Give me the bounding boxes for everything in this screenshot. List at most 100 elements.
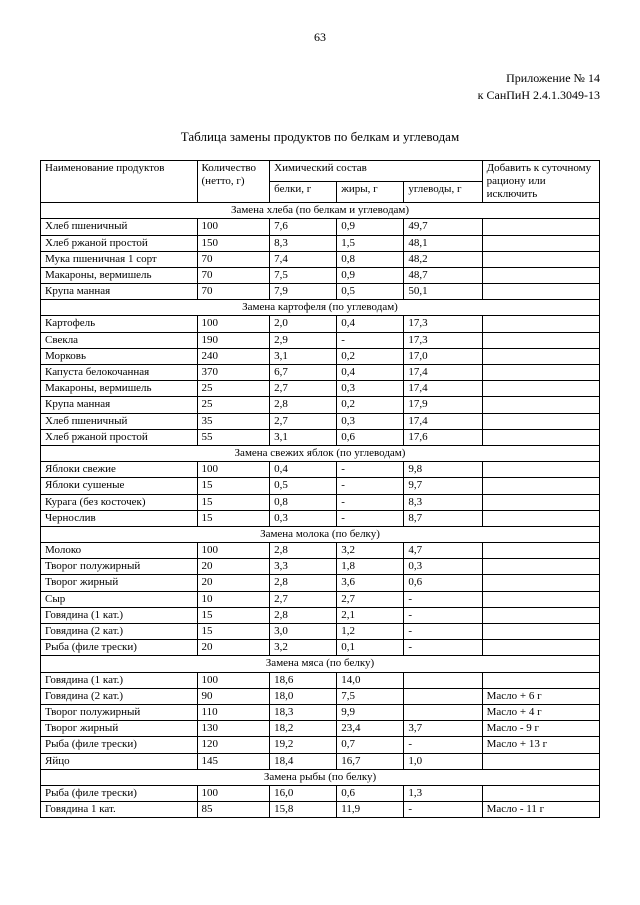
table-row: Рыба (филе трески)203,20,1- xyxy=(41,640,600,656)
table-cell xyxy=(482,413,599,429)
section-title: Замена хлеба (по белкам и углеводам) xyxy=(41,203,600,219)
table-cell xyxy=(482,591,599,607)
table-row: Картофель1002,00,417,3 xyxy=(41,316,600,332)
table-cell: 18,0 xyxy=(270,688,337,704)
table-cell: Крупа манная xyxy=(41,284,198,300)
table-cell: 0,2 xyxy=(337,348,404,364)
table-row: Говядина (1 кат.)10018,614,0 xyxy=(41,672,600,688)
section-title: Замена рыбы (по белку) xyxy=(41,769,600,785)
header-chem: Химический состав xyxy=(270,160,482,181)
table-cell: 85 xyxy=(197,802,270,818)
table-cell: 3,1 xyxy=(270,429,337,445)
table-cell: Макароны, вермишель xyxy=(41,267,198,283)
table-cell xyxy=(482,575,599,591)
table-cell: 3,0 xyxy=(270,624,337,640)
table-cell: Картофель xyxy=(41,316,198,332)
table-cell: 0,8 xyxy=(337,251,404,267)
table-cell: 0,9 xyxy=(337,219,404,235)
table-cell: 17,4 xyxy=(404,365,482,381)
table-cell: Творог полужирный xyxy=(41,704,198,720)
table-cell: 9,9 xyxy=(337,704,404,720)
table-cell: Творог жирный xyxy=(41,575,198,591)
section-title: Замена свежих яблок (по углеводам) xyxy=(41,445,600,461)
table-cell: Морковь xyxy=(41,348,198,364)
table-cell xyxy=(482,267,599,283)
table-cell: 2,7 xyxy=(270,381,337,397)
table-cell: Говядина (1 кат.) xyxy=(41,672,198,688)
table-cell: 0,2 xyxy=(337,397,404,413)
table-cell: 3,3 xyxy=(270,559,337,575)
section-header-row: Замена хлеба (по белкам и углеводам) xyxy=(41,203,600,219)
table-cell: Сыр xyxy=(41,591,198,607)
table-cell xyxy=(482,624,599,640)
table-cell xyxy=(482,478,599,494)
table-cell: Говядина (2 кат.) xyxy=(41,624,198,640)
table-cell: - xyxy=(404,802,482,818)
table-row: Курага (без косточек)150,8-8,3 xyxy=(41,494,600,510)
table-row: Творог полужирный203,31,80,3 xyxy=(41,559,600,575)
table-cell: Говядина (1 кат.) xyxy=(41,607,198,623)
table-cell: 10 xyxy=(197,591,270,607)
table-cell: - xyxy=(337,332,404,348)
table-cell: 2,8 xyxy=(270,397,337,413)
table-cell: 0,5 xyxy=(270,478,337,494)
table-cell: 2,0 xyxy=(270,316,337,332)
table-cell: Говядина (2 кат.) xyxy=(41,688,198,704)
table-cell: 0,4 xyxy=(270,462,337,478)
table-cell xyxy=(482,510,599,526)
table-cell: 3,1 xyxy=(270,348,337,364)
table-cell: - xyxy=(404,591,482,607)
table-cell: 2,8 xyxy=(270,543,337,559)
table-cell: 35 xyxy=(197,413,270,429)
table-cell: 3,2 xyxy=(337,543,404,559)
table-cell: 240 xyxy=(197,348,270,364)
section-header-row: Замена мяса (по белку) xyxy=(41,656,600,672)
header-fat: жиры, г xyxy=(337,181,404,202)
table-cell: 3,2 xyxy=(270,640,337,656)
table-row: Хлеб пшеничный1007,60,949,7 xyxy=(41,219,600,235)
table-row: Крупа манная252,80,217,9 xyxy=(41,397,600,413)
table-cell: Творог жирный xyxy=(41,721,198,737)
table-cell: Мука пшеничная 1 сорт xyxy=(41,251,198,267)
table-row: Хлеб ржаной простой553,10,617,6 xyxy=(41,429,600,445)
table-cell xyxy=(482,640,599,656)
table-cell: Чернослив xyxy=(41,510,198,526)
table-cell: 1,2 xyxy=(337,624,404,640)
table-cell: 8,3 xyxy=(270,235,337,251)
table-cell: 4,7 xyxy=(404,543,482,559)
section-header-row: Замена рыбы (по белку) xyxy=(41,769,600,785)
section-header-row: Замена молока (по белку) xyxy=(41,526,600,542)
table-cell: 0,6 xyxy=(337,429,404,445)
table-cell: Говядина 1 кат. xyxy=(41,802,198,818)
table-row: Свекла1902,9-17,3 xyxy=(41,332,600,348)
table-cell: 9,7 xyxy=(404,478,482,494)
header-protein: белки, г xyxy=(270,181,337,202)
table-cell: 48,1 xyxy=(404,235,482,251)
table-cell: Крупа манная xyxy=(41,397,198,413)
table-cell: 15 xyxy=(197,624,270,640)
table-cell: 16,7 xyxy=(337,753,404,769)
table-row: Чернослив150,3-8,7 xyxy=(41,510,600,526)
table-cell: 2,7 xyxy=(270,591,337,607)
table-cell: 0,6 xyxy=(337,785,404,801)
table-cell: Рыба (филе трески) xyxy=(41,785,198,801)
table-cell: 2,7 xyxy=(337,591,404,607)
table-cell: 0,7 xyxy=(337,737,404,753)
table-cell: 20 xyxy=(197,640,270,656)
table-cell: Масло - 9 г xyxy=(482,721,599,737)
header-qty: Количество (нетто, г) xyxy=(197,160,270,203)
table-cell: 2,1 xyxy=(337,607,404,623)
table-cell: 18,4 xyxy=(270,753,337,769)
table-cell: 16,0 xyxy=(270,785,337,801)
table-cell xyxy=(482,251,599,267)
table-cell xyxy=(482,348,599,364)
table-row: Яйцо14518,416,71,0 xyxy=(41,753,600,769)
table-row: Яблоки сушеные150,5-9,7 xyxy=(41,478,600,494)
header-add: Добавить к суточному рациону или исключи… xyxy=(482,160,599,203)
table-row: Яблоки свежие1000,4-9,8 xyxy=(41,462,600,478)
table-cell: 150 xyxy=(197,235,270,251)
table-cell: Хлеб пшеничный xyxy=(41,219,198,235)
table-cell: Хлеб пшеничный xyxy=(41,413,198,429)
table-cell: Хлеб ржаной простой xyxy=(41,235,198,251)
table-cell: 15,8 xyxy=(270,802,337,818)
